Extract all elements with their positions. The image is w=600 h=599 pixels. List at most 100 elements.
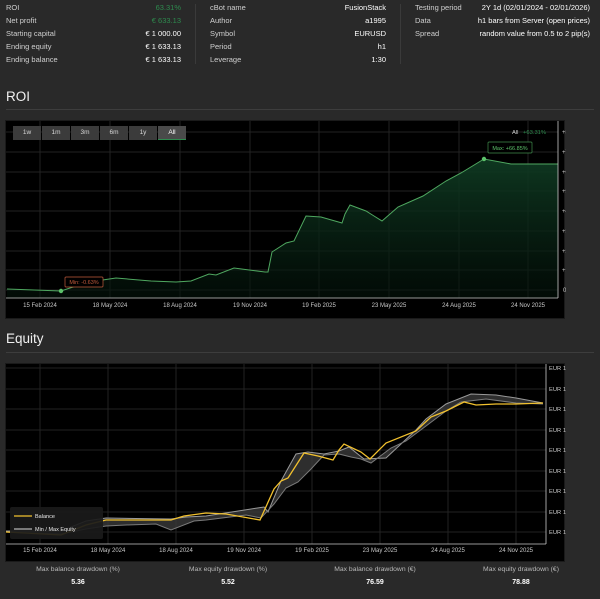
svg-text:18 May 2024: 18 May 2024 xyxy=(93,303,128,309)
leverage-label: Leverage xyxy=(210,55,242,64)
equity-balance-line xyxy=(5,401,544,536)
equity-legend: Balance Min / Max Equity xyxy=(10,507,103,539)
roi-area xyxy=(7,159,558,298)
stat-label: Max equity drawdown (%) xyxy=(188,566,268,573)
roi-chart-canvas[interactable]: Max: +66.85% Min: -0.63% All +63.31% +80… xyxy=(6,121,587,320)
svg-text:EUR 1 000.00: EUR 1 000.00 xyxy=(549,530,566,536)
roi-min-tooltip: Min: -0.63% xyxy=(64,276,104,288)
svg-text:18 May 2024: 18 May 2024 xyxy=(91,548,126,554)
svg-text:18 Aug 2024: 18 Aug 2024 xyxy=(159,548,193,554)
summary-col-settings: Testing period 2Y 1d (02/01/2024 - 02/01/… xyxy=(415,2,590,41)
stat-max-equity-dd-pct: Max equity drawdown (%) 5.52 xyxy=(153,566,303,586)
stat-value: 76.59 xyxy=(366,579,384,586)
svg-text:EUR 1 800.00: EUR 1 800.00 xyxy=(549,366,566,372)
symbol-value: EURUSD xyxy=(354,29,386,38)
roi-max-marker xyxy=(481,156,487,162)
roi-section-title: ROI xyxy=(6,89,31,104)
stat-max-balance-dd-eur: Max balance drawdown (€) 76.59 xyxy=(300,566,450,586)
svg-text:EUR 1 400.00: EUR 1 400.00 xyxy=(549,448,566,454)
svg-text:Min: -0.63%: Min: -0.63% xyxy=(69,280,98,286)
author-label: Author xyxy=(210,16,233,25)
svg-text:EUR 1 300.00: EUR 1 300.00 xyxy=(549,469,566,475)
svg-text:19 Feb 2025: 19 Feb 2025 xyxy=(295,548,329,554)
section-divider xyxy=(6,352,594,353)
legend-equity-label: Min / Max Equity xyxy=(35,527,76,533)
equity-chart[interactable]: EUR 1 800.00 EUR 1 700.00 EUR 1 600.00 E… xyxy=(5,363,585,563)
equity-section-title: Equity xyxy=(6,331,44,346)
legend-balance-label: Balance xyxy=(35,514,55,520)
period-value: h1 xyxy=(377,42,386,51)
range-button-all[interactable]: All xyxy=(158,126,186,140)
roi-range-badge-value: +63.31% xyxy=(523,130,546,136)
testing-period-value: 2Y 1d (02/01/2024 - 02/01/2026) xyxy=(481,3,590,12)
roi-label: ROI xyxy=(6,3,20,12)
summary-divider xyxy=(400,4,401,64)
svg-text:23 May 2025: 23 May 2025 xyxy=(363,548,398,554)
svg-text:+10.00%: +10.00% xyxy=(562,268,566,274)
data-label: Data xyxy=(415,16,431,25)
range-button-1m[interactable]: 1m xyxy=(42,126,70,140)
summary-divider xyxy=(195,4,196,64)
backtest-summary: ROI 63.31% Net profit € 633.13 Starting ca… xyxy=(0,0,600,70)
svg-text:+80.00%: +80.00% xyxy=(562,130,566,136)
roi-line xyxy=(6,158,558,292)
roi-max-tooltip: Max: +66.85% xyxy=(487,141,533,154)
stat-label: Max balance drawdown (€) xyxy=(334,566,416,573)
symbol-label: Symbol xyxy=(210,29,236,38)
roi-range-selector: 1w 1m 3m 6m 1y All xyxy=(13,126,186,140)
range-button-1y[interactable]: 1y xyxy=(129,126,157,140)
ending-balance-label: Ending balance xyxy=(6,55,58,64)
summary-col-results: ROI 63.31% Net profit € 633.13 Starting ca… xyxy=(6,2,181,67)
equity-y-ticks: EUR 1 800.00 EUR 1 700.00 EUR 1 600.00 E… xyxy=(549,366,585,536)
svg-text:0.00%: 0.00% xyxy=(563,288,566,294)
net-profit-value: € 633.13 xyxy=(151,16,181,25)
svg-text:+20.00%: +20.00% xyxy=(562,249,566,255)
starting-capital-label: Starting capital xyxy=(6,29,56,38)
roi-x-ticks: 15 Feb 2024 18 May 2024 18 Aug 2024 19 N… xyxy=(23,303,546,309)
equity-min-line xyxy=(5,398,544,535)
spread-value: random value from 0.5 to 2 pip(s) xyxy=(479,29,590,38)
roi-value: 63.31% xyxy=(155,3,181,12)
svg-text:18 Aug 2024: 18 Aug 2024 xyxy=(163,303,197,309)
equity-chart-canvas[interactable]: EUR 1 800.00 EUR 1 700.00 EUR 1 600.00 E… xyxy=(5,364,585,563)
svg-text:+60.00%: +60.00% xyxy=(562,170,566,176)
svg-text:15 Feb 2024: 15 Feb 2024 xyxy=(23,548,57,554)
range-button-1w[interactable]: 1w xyxy=(13,126,41,140)
ending-equity-label: Ending equity xyxy=(6,42,52,51)
starting-capital-value: € 1 000.00 xyxy=(145,29,181,38)
cbot-name-label: cBot name xyxy=(210,3,246,12)
roi-y-ticks: +80.00% +70.00% +60.00% +50.00% +40.00% … xyxy=(562,130,587,294)
roi-min-marker xyxy=(58,288,64,294)
svg-text:+50.00%: +50.00% xyxy=(562,189,566,195)
svg-text:23 May 2025: 23 May 2025 xyxy=(372,303,407,309)
stat-value: 5.52 xyxy=(221,579,235,586)
svg-text:24 Aug 2025: 24 Aug 2025 xyxy=(431,548,465,554)
equity-max-line xyxy=(6,393,544,532)
stat-max-equity-dd-eur: Max equity drawdown (€) 78.88 xyxy=(446,566,596,586)
range-button-6m[interactable]: 6m xyxy=(100,126,128,140)
roi-chart[interactable]: Max: +66.85% Min: -0.63% All +63.31% +80… xyxy=(5,120,587,320)
svg-text:19 Nov 2024: 19 Nov 2024 xyxy=(227,548,262,554)
stat-max-balance-dd-pct: Max balance drawdown (%) 5.36 xyxy=(3,566,153,586)
net-profit-label: Net profit xyxy=(6,16,37,25)
svg-text:+70.00%: +70.00% xyxy=(562,150,566,156)
svg-text:EUR 1 500.00: EUR 1 500.00 xyxy=(549,428,566,434)
stat-label: Max balance drawdown (%) xyxy=(36,566,120,573)
svg-text:Max: +66.85%: Max: +66.85% xyxy=(492,146,527,152)
author-value: a1995 xyxy=(365,16,386,25)
svg-text:EUR 1 600.00: EUR 1 600.00 xyxy=(549,407,566,413)
svg-text:19 Nov 2024: 19 Nov 2024 xyxy=(233,303,268,309)
svg-text:19 Feb 2025: 19 Feb 2025 xyxy=(302,303,336,309)
testing-period-label: Testing period xyxy=(415,3,462,12)
data-value: h1 bars from Server (open prices) xyxy=(477,16,590,25)
svg-text:24 Nov 2025: 24 Nov 2025 xyxy=(511,303,546,309)
range-button-3m[interactable]: 3m xyxy=(71,126,99,140)
summary-col-bot: cBot name FusionStack Author a1995 Symbol E… xyxy=(210,2,386,67)
stat-value: 78.88 xyxy=(512,579,530,586)
leverage-value: 1:30 xyxy=(371,55,386,64)
roi-range-badge-label: All xyxy=(512,130,518,136)
svg-text:EUR 1 700.00: EUR 1 700.00 xyxy=(549,387,566,393)
svg-text:+30.00%: +30.00% xyxy=(562,229,566,235)
ending-equity-value: € 1 633.13 xyxy=(145,42,181,51)
spread-label: Spread xyxy=(415,29,440,38)
